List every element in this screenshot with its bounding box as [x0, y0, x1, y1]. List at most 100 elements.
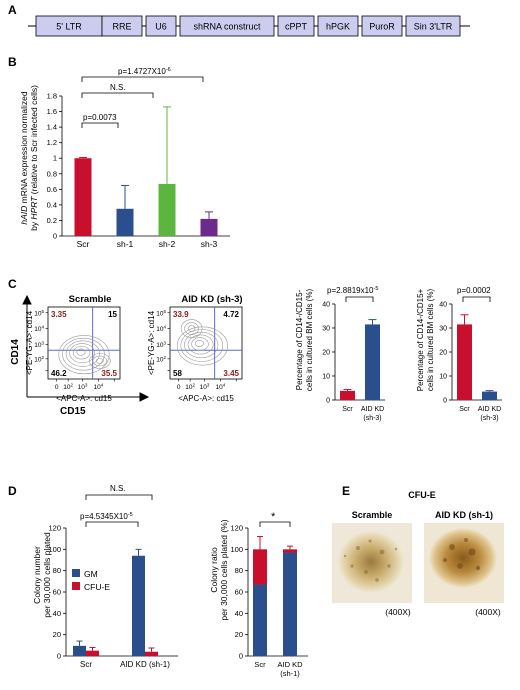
bar: [86, 650, 99, 656]
flow-plot-frame: [169, 306, 243, 380]
y-tick-label: 40: [322, 302, 330, 309]
panel-d-colony-number-chart: 0 20 40 60 80 100 120 Scr AID KD (sh-1): [48, 524, 178, 669]
density-contour: [69, 343, 96, 364]
x-tick-label: AID KD: [361, 406, 384, 413]
stacked-bar-segment: [283, 549, 297, 553]
y-tick-label: 30: [322, 326, 330, 333]
quadrant-ur: 15: [108, 310, 117, 319]
flow-plot-title: AID KD (sh-3): [181, 294, 242, 305]
vector-element-label: U6: [155, 22, 167, 32]
panel-d-letter: D: [8, 484, 17, 498]
y-tick-label: 1: [53, 154, 57, 163]
panel-d-ns: N.S.: [110, 484, 126, 493]
x-axis-tick-label: 103: [78, 383, 88, 392]
panel-c-bar2-ylabel-1: Percentage of CD14-/CD15+: [416, 288, 425, 391]
quadrant-ll: 46.2: [51, 369, 67, 378]
vector-element-label: Sin 3'LTR: [414, 22, 453, 32]
vector-element-label: PuroR: [369, 22, 395, 32]
x-tick-label: sh-2: [159, 239, 176, 249]
panel-d-legend: GM CFU-E: [72, 569, 110, 592]
panel-e-title: CFU-E: [408, 490, 436, 500]
panel-c-bar1-ylabel-1: Percentage of CD14-/CD15-: [295, 289, 304, 390]
y-tick-label: 0: [326, 398, 330, 405]
panel-d-ratio-ylabel-1: Colony ratio: [209, 547, 219, 593]
quadrant-ll: 58: [173, 369, 182, 378]
panel-b-p-scr-sh1: p=0.0073: [83, 113, 117, 122]
y-tick-label: 80: [53, 566, 61, 575]
panel-a-letter: A: [8, 3, 17, 17]
quadrant-ul: 3.35: [51, 310, 67, 319]
panel-b-letter: B: [8, 55, 17, 69]
density-contour: [194, 339, 204, 347]
vector-map: 5' LTR RRE U6 shRNA construct cPPT hPGK PuroR S…: [28, 15, 470, 37]
density-contour: [187, 334, 214, 355]
vector-element-box: [277, 15, 315, 37]
y-axis-tick-label: 102: [156, 355, 166, 364]
panel-d-ylabel-1: Colony number: [32, 546, 42, 604]
quadrant-ur: 4.72: [223, 310, 239, 319]
x-axis-tick-label: 104: [216, 383, 226, 392]
flow-plot-title: Scramble: [69, 294, 112, 305]
vector-element-label: shRNA construct: [193, 22, 261, 32]
panel-d-ylabel-2: per 30,000 cells plated: [42, 532, 52, 618]
panel-d-ratio-ylabel-2: per 30,000 cells plated (%): [219, 519, 229, 620]
y-tick-label: 0.8: [47, 169, 57, 178]
panel-b-significance: [81, 76, 204, 128]
bracket-p: [85, 521, 139, 527]
y-tick-label: 60: [235, 588, 243, 597]
vector-element-label: cPPT: [285, 22, 308, 32]
density-contour: [96, 358, 104, 364]
quadrant-ul: 33.9: [173, 310, 189, 319]
panel-b-ylabel-line1: hAID mRNA expression normalized: [19, 91, 29, 225]
x-axis-tick-label: 103: [200, 383, 210, 392]
micrograph-scramble: [332, 523, 412, 603]
vector-element-box: [179, 15, 275, 37]
density-contour: [191, 337, 209, 351]
bracket-scr-sh1: [81, 122, 119, 128]
y-tick-label: 0: [53, 232, 57, 241]
x-tick-label: sh-3: [201, 239, 218, 249]
x-tick-label: AID KD: [277, 660, 303, 669]
quadrant-lr: 35.5: [101, 369, 117, 378]
panel-c-bar1-p: p=2.8819x10-5: [327, 286, 378, 295]
y-axis-tick-label: 103: [34, 340, 44, 349]
density-contour: [89, 353, 111, 369]
bar: [74, 158, 92, 236]
vector-element-box: [361, 15, 403, 37]
panel-e-letter: E: [342, 484, 350, 498]
y-tick-label: 1.8: [47, 92, 57, 101]
vector-element-box: [405, 15, 461, 37]
panel-c-bar2-p: p=0.0002: [457, 286, 491, 295]
y-tick-label: 10: [322, 374, 330, 381]
legend-cfue-label: CFU-E: [84, 582, 110, 592]
y-tick-label: 100: [230, 545, 243, 554]
x-tick-label: (sh-3): [363, 415, 381, 422]
flow-x-label: <APC-A>: cd15: [56, 394, 112, 403]
density-contour: [176, 326, 228, 366]
panel-d-ratio-sig: *: [271, 511, 276, 523]
micrograph-aid-kd: [424, 523, 504, 603]
x-tick-label: Scr: [459, 406, 470, 413]
bar: [365, 324, 380, 400]
bar: [340, 390, 355, 400]
y-tick-label: 30: [439, 326, 447, 333]
x-axis-tick-label: 0: [55, 384, 59, 391]
panel-d-ratio-bracket: [259, 521, 291, 527]
panel-c-bar2-bracket: [462, 296, 491, 302]
density-contour: [180, 319, 203, 338]
x-tick-label: (sh-1): [280, 669, 300, 678]
legend-cfue-swatch: [72, 582, 80, 590]
y-tick-label: 20: [439, 350, 447, 357]
panel-d-brackets: [85, 494, 153, 527]
y-axis-tick-label: 103: [156, 340, 166, 349]
bar: [145, 651, 158, 656]
axis-cd15-label: CD15: [60, 406, 86, 417]
y-tick-label: 80: [235, 566, 243, 575]
flow-x-label: <APC-A>: cd15: [178, 394, 234, 403]
y-tick-label: 10: [439, 374, 447, 381]
bracket-scr-sh3: [81, 76, 204, 82]
panel-c-bar1-ylabel-2: cells in cultured BM cells (%): [305, 289, 314, 392]
density-contour: [92, 355, 108, 367]
legend-gm-label: GM: [84, 569, 98, 579]
